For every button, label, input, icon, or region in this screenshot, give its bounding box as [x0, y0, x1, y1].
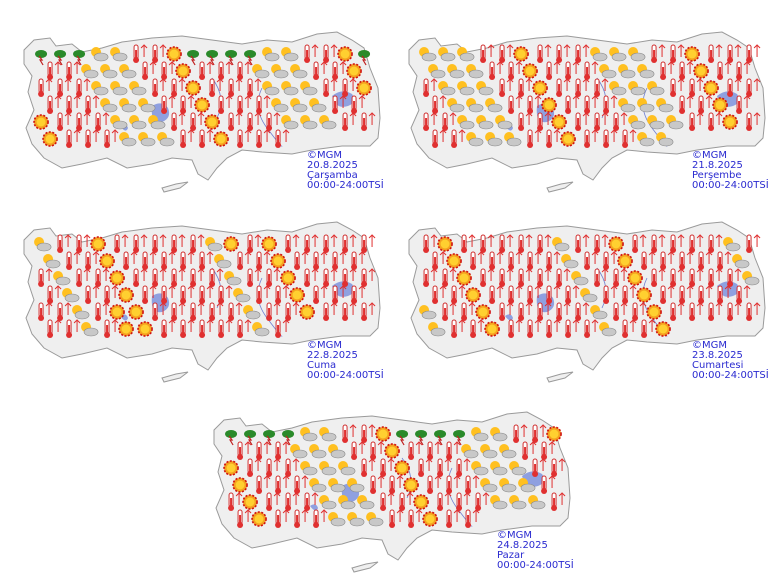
weather-icon [280, 270, 296, 286]
weather-icon [42, 131, 58, 147]
weather-icon [223, 236, 239, 252]
panel-date: 20.8.2025 [307, 160, 358, 171]
weather-icon [541, 97, 557, 113]
weather-icon [270, 253, 286, 269]
weather-icon [446, 253, 462, 269]
weather-icon [109, 270, 125, 286]
weather-icon [465, 287, 481, 303]
weather-icon [137, 321, 153, 337]
panel-time: 00:00-24:00TSİ [497, 558, 574, 571]
panel-time: 00:00-24:00TSİ [692, 178, 769, 191]
weather-icon [513, 46, 529, 62]
weather-icon [608, 236, 624, 252]
panel-day: Çarşamba [307, 170, 358, 181]
weather-icon [551, 114, 567, 130]
panel-copyright: ©MGM [692, 150, 727, 161]
weather-icon [289, 287, 305, 303]
panel-day: Perşembe [692, 170, 742, 181]
panel-date: 24.8.2025 [497, 540, 548, 551]
weather-icon [422, 511, 438, 527]
weather-icon [703, 80, 719, 96]
panel-copyright: ©MGM [692, 340, 727, 351]
weather-icon [166, 46, 182, 62]
panel-day: Cumartesi [692, 360, 743, 371]
panel-day: Cuma [307, 360, 336, 371]
weather-icon [213, 131, 229, 147]
weather-icon [223, 460, 239, 476]
weather-icon [356, 80, 372, 96]
panel-copyright: ©MGM [307, 340, 342, 351]
weather-icon [617, 253, 633, 269]
weather-icon [261, 236, 277, 252]
panel-copyright: ©MGM [307, 150, 342, 161]
weather-icon [484, 321, 500, 337]
panel-time: 00:00-24:00TSİ [692, 368, 769, 381]
weather-icon [403, 477, 419, 493]
weather-icon [636, 287, 652, 303]
weather-icon [109, 304, 125, 320]
weather-icon [437, 236, 453, 252]
panel-time: 00:00-24:00TSİ [307, 178, 384, 191]
weather-icon [337, 46, 353, 62]
weather-icon [712, 97, 728, 113]
weather-icon [384, 443, 400, 459]
weather-icon [204, 114, 220, 130]
weather-icon [185, 80, 201, 96]
weather-icon [242, 494, 258, 510]
weather-icon [346, 63, 362, 79]
weather-icon [251, 511, 267, 527]
weather-icon [655, 321, 671, 337]
weather-icon [118, 321, 134, 337]
weather-icon [546, 426, 562, 442]
weather-icon [90, 236, 106, 252]
weather-icon [475, 304, 491, 320]
weather-icon [684, 46, 700, 62]
weather-icon [722, 114, 738, 130]
weather-icon [128, 304, 144, 320]
panel-date: 21.8.2025 [692, 160, 743, 171]
weather-icon [627, 270, 643, 286]
weather-icon [646, 304, 662, 320]
weather-icon [560, 131, 576, 147]
weather-icon [232, 477, 248, 493]
panel-copyright: ©MGM [497, 530, 532, 541]
panel-day: Pazar [497, 550, 525, 561]
panel-date: 23.8.2025 [692, 350, 743, 361]
weather-icon [99, 253, 115, 269]
panel-date: 22.8.2025 [307, 350, 358, 361]
weather-icon [456, 270, 472, 286]
panel-time: 00:00-24:00TSİ [307, 368, 384, 381]
weather-icon [118, 287, 134, 303]
weather-icon [532, 80, 548, 96]
weather-icon [175, 63, 191, 79]
weather-icon [413, 494, 429, 510]
weather-icon [33, 114, 49, 130]
weather-icon [394, 460, 410, 476]
weather-icon [194, 97, 210, 113]
weather-icon [299, 304, 315, 320]
weather-icon [375, 426, 391, 442]
weather-icon [522, 63, 538, 79]
weather-icon [693, 63, 709, 79]
